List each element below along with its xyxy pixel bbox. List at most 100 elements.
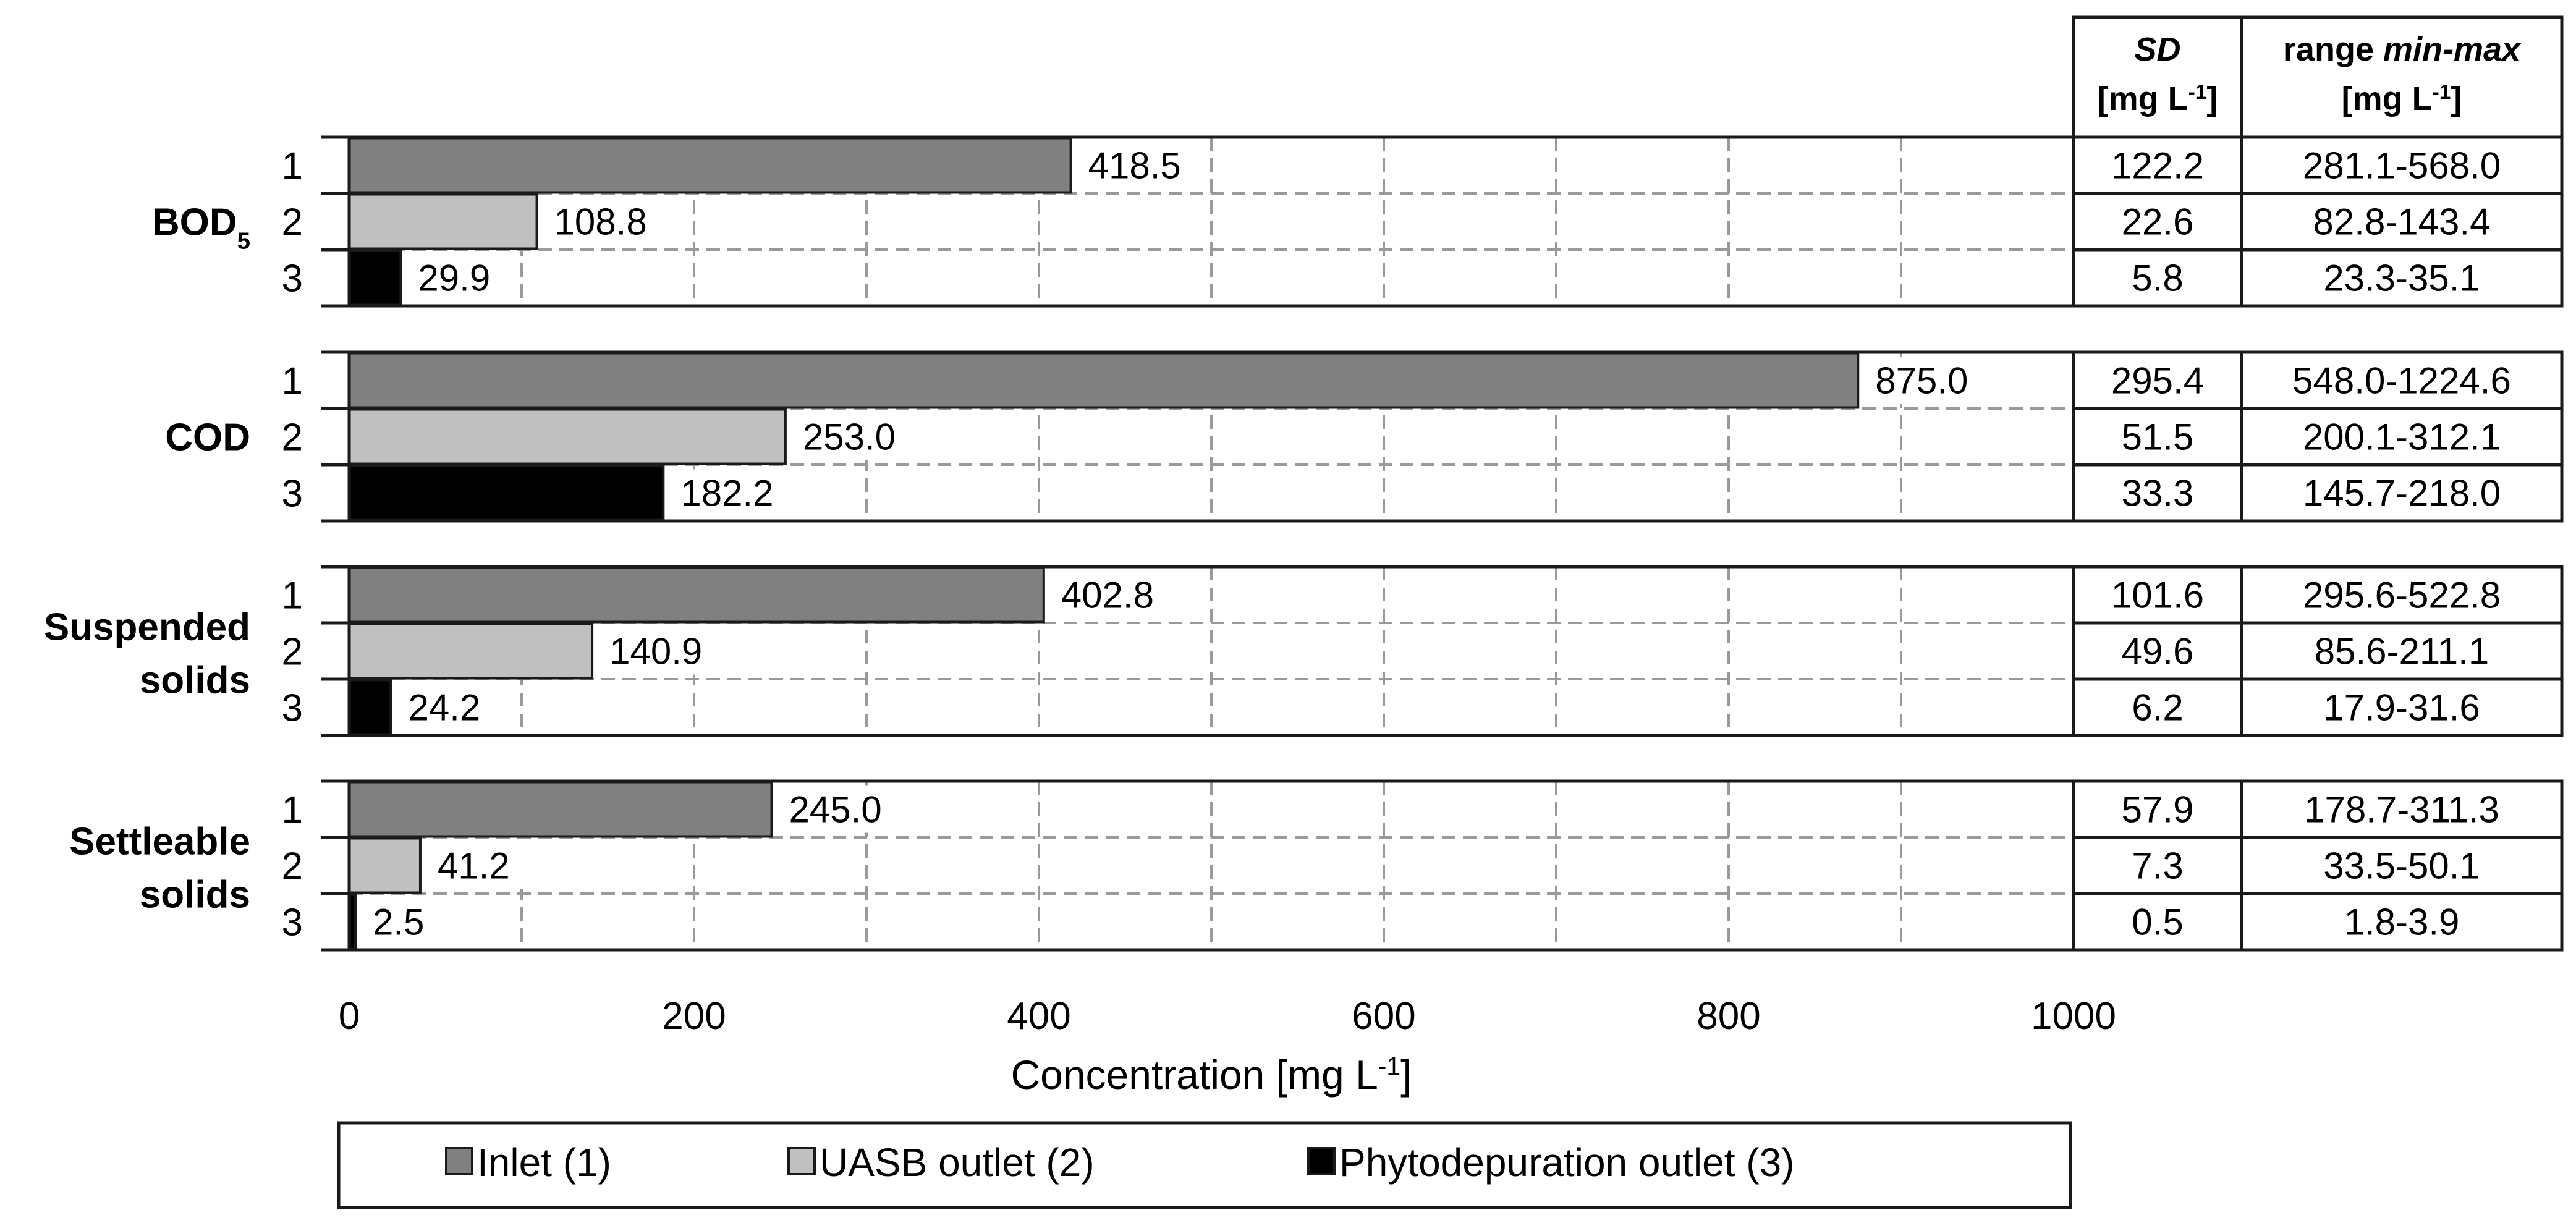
value-label-bg <box>548 198 668 245</box>
sd-cell: 5.8 <box>2132 258 2183 299</box>
legend-swatch <box>787 1147 816 1175</box>
sd-header: SD <box>2134 31 2180 68</box>
group-label: BOD5 <box>152 201 250 255</box>
sd-cell: 6.2 <box>2132 687 2183 729</box>
value-label-bg <box>674 469 795 517</box>
range-cell: 200.1-312.1 <box>2303 417 2501 458</box>
range-header: range min-max <box>2283 31 2522 68</box>
sd-cell: 33.3 <box>2122 473 2194 514</box>
x-tick-label: 800 <box>1697 995 1760 1038</box>
x-tick-label: 0 <box>339 995 360 1038</box>
x-tick-label: 400 <box>1007 995 1070 1038</box>
value-label: 140.9 <box>609 631 702 672</box>
series-number: 2 <box>282 845 303 888</box>
value-label-bg <box>1054 571 1175 619</box>
sd-cell: 101.6 <box>2111 575 2204 616</box>
sd-header-unit: [mg L-1] <box>2098 80 2218 117</box>
bar-1-1 <box>348 137 1072 194</box>
series-number: 2 <box>282 201 303 244</box>
group-label: Suspended solids <box>44 606 250 702</box>
value-label: 29.9 <box>418 258 490 299</box>
sd-cell: 295.4 <box>2111 360 2204 402</box>
bar-2-2 <box>348 408 787 465</box>
bar-2-3 <box>348 464 665 522</box>
value-label: 418.5 <box>1088 145 1181 187</box>
panel-3: 402.8 1 140.9 2 24.2 3 Suspended solids <box>44 565 2074 737</box>
value-label-bg <box>1082 142 1202 189</box>
value-label-bg <box>412 254 511 302</box>
value-label: 24.2 <box>409 687 481 729</box>
table-frame <box>2072 350 2564 523</box>
value-label: 245.0 <box>789 789 882 831</box>
group-label: COD <box>165 417 250 459</box>
value-label-bg <box>603 627 724 675</box>
range-cell: 17.9-31.6 <box>2323 687 2480 729</box>
bar-2-1 <box>348 352 1860 409</box>
range-cell: 295.6-522.8 <box>2303 575 2501 616</box>
legend: Inlet (1) UASB outlet (2) Phytodepuration … <box>337 1121 2072 1209</box>
table-frame <box>2072 565 2564 737</box>
range-cell: 145.7-218.0 <box>2303 473 2501 514</box>
value-label-bg <box>1869 357 1989 404</box>
legend-label: Inlet (1) <box>477 1140 611 1185</box>
range-cell: 82.8-143.4 <box>2313 201 2491 243</box>
series-number: 3 <box>282 473 303 515</box>
legend-label: Phytodepuration outlet (3) <box>1339 1140 1794 1185</box>
value-label-bg <box>431 842 530 889</box>
series-number: 2 <box>282 417 303 459</box>
range-cell: 281.1-568.0 <box>2303 145 2501 187</box>
value-label: 402.8 <box>1061 575 1154 616</box>
bar-3-2 <box>348 622 594 680</box>
table-header: SD [mg L-1] range min-max [mg L-1] <box>2072 15 2564 139</box>
legend-swatch <box>445 1147 473 1175</box>
panel-1: 418.5 1 108.8 2 29.9 3 BOD5 <box>152 135 2074 308</box>
bar-4-2 <box>348 837 422 894</box>
bar-1-3 <box>348 249 402 307</box>
range-cell: 178.7-311.3 <box>2304 789 2499 831</box>
value-label-bg <box>402 683 501 731</box>
series-number: 1 <box>282 360 303 403</box>
legend-label: UASB outlet (2) <box>820 1140 1095 1185</box>
sd-cell: 0.5 <box>2132 902 2183 943</box>
bar-1-2 <box>348 193 538 250</box>
range-cell: 548.0-1224.6 <box>2292 360 2511 402</box>
sd-cell: 7.3 <box>2132 845 2183 887</box>
series-number: 3 <box>282 687 303 730</box>
value-label-bg <box>366 898 444 946</box>
table-panel-2: 295.4 548.0-1224.6 51.5 200.1-312.1 33.3 145.… <box>2072 350 2564 523</box>
x-tick-label: 1000 <box>2031 995 2116 1038</box>
chart-panels: 418.51108.8229.93BOD5875.01253.02182.23C… <box>44 135 2074 952</box>
table-panel-1: 122.2 281.1-568.0 22.6 82.8-143.4 5.8 23.3-35… <box>2072 135 2564 308</box>
x-axis: 0 200 400 600 800 1000 Concentration [mg L-1] <box>339 995 2116 1098</box>
series-number: 1 <box>282 145 303 188</box>
value-label: 875.0 <box>1875 360 1968 402</box>
sd-cell: 51.5 <box>2122 417 2194 458</box>
table-panel-4: 57.9 178.7-311.3 7.3 33.5-50.1 0.5 1.8-3.9 <box>2072 779 2564 952</box>
legend-frame <box>337 1121 2072 1209</box>
range-cell: 33.5-50.1 <box>2323 845 2480 887</box>
sd-cell: 57.9 <box>2122 789 2194 831</box>
value-label: 41.2 <box>438 845 510 887</box>
range-cell: 23.3-35.1 <box>2323 258 2480 299</box>
value-label: 253.0 <box>803 417 896 458</box>
series-number: 3 <box>282 258 303 300</box>
sd-cell: 22.6 <box>2122 201 2194 243</box>
value-label-bg <box>782 785 903 833</box>
stats-table: 122.2 281.1-568.0 22.6 82.8-143.4 5.8 23.3-35… <box>2072 15 2564 952</box>
x-tick-label: 600 <box>1352 995 1415 1038</box>
series-number: 1 <box>282 575 303 617</box>
sd-cell: 122.2 <box>2111 145 2204 187</box>
value-label: 182.2 <box>680 473 773 514</box>
range-cell: 1.8-3.9 <box>2344 902 2460 943</box>
bar-3-3 <box>348 679 392 736</box>
sd-cell: 49.6 <box>2122 631 2194 672</box>
range-cell: 85.6-211.1 <box>2315 631 2489 672</box>
bar-4-1 <box>348 781 773 838</box>
series-number: 3 <box>282 902 303 944</box>
series-number: 2 <box>282 631 303 674</box>
value-label-bg <box>796 413 917 460</box>
header-frame <box>2072 15 2564 139</box>
table-panel-3: 101.6 295.6-522.8 49.6 85.6-211.1 6.2 17.9-31… <box>2072 565 2564 737</box>
table-frame <box>2072 779 2564 952</box>
group-label: Settleable solids <box>69 821 250 916</box>
